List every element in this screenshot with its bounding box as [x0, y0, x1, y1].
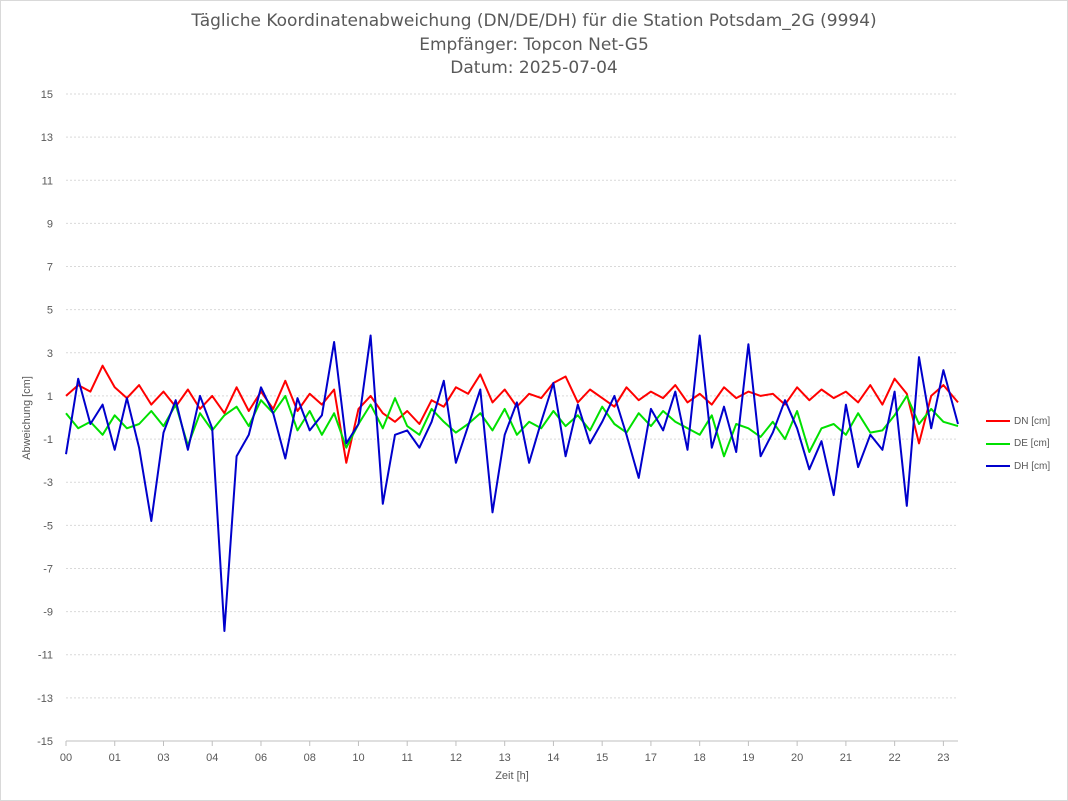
series-lines: [65, 334, 959, 632]
chart-legend: DN [cm] DE [cm] DH [cm]: [986, 410, 1050, 478]
x-tick-label: 22: [889, 752, 901, 764]
y-tick-label: -9: [43, 607, 53, 619]
x-tick-label: 20: [791, 752, 803, 764]
legend-item-dh: DH [cm]: [986, 455, 1050, 478]
legend-swatch: [986, 465, 1010, 468]
y-tick-label: -11: [38, 650, 53, 662]
y-tick-label: 5: [47, 305, 53, 317]
gridlines: [66, 93, 958, 742]
x-tick-label: 17: [645, 752, 657, 764]
x-tick-label: 10: [352, 752, 364, 764]
y-tick-label: -1: [43, 434, 53, 446]
x-tick-label: 14: [547, 752, 559, 764]
y-tick-label: -3: [43, 477, 53, 489]
y-tick-label: 3: [47, 348, 53, 360]
x-tick-label: 12: [450, 752, 462, 764]
x-tick-label: 23: [937, 752, 949, 764]
series-line-dh: [65, 334, 959, 632]
x-tick-label: 00: [60, 752, 72, 764]
x-tick-label: 19: [742, 752, 754, 764]
x-tick-label: 08: [304, 752, 316, 764]
x-tick-label: 01: [109, 752, 121, 764]
x-tick-label: 06: [255, 752, 267, 764]
series-line-dn: [65, 364, 959, 464]
y-tick-label: 15: [41, 89, 53, 101]
x-axis-ticks: 00 01 03 04 06 08 10 11 12 13 14 15 17 18 19 20 21 22 23: [60, 740, 958, 764]
legend-item-dn: DN [cm]: [986, 410, 1050, 433]
series-line-de: [65, 394, 959, 458]
y-tick-label: 9: [47, 218, 53, 230]
x-tick-label: 18: [694, 752, 706, 764]
y-tick-label: -15: [37, 736, 53, 748]
legend-item-de: DE [cm]: [986, 433, 1050, 456]
legend-swatch: [986, 442, 1010, 445]
legend-label: DN [cm]: [1014, 415, 1051, 427]
y-axis-ticks: 15 13 11 9 7 5 3 1 -1 -3 -5 -7 -9 -11 -13 -15: [37, 89, 53, 748]
y-tick-label: 11: [42, 175, 53, 187]
chart-title: Tägliche Koordinatenabweichung (DN/DE/DH…: [191, 11, 877, 31]
x-tick-label: 15: [596, 752, 608, 764]
y-axis-title: Abweichung [cm]: [21, 376, 33, 460]
y-tick-label: -5: [43, 520, 53, 532]
legend-label: DE [cm]: [1014, 438, 1050, 450]
y-tick-label: -7: [43, 563, 53, 575]
legend-swatch: [986, 420, 1010, 423]
x-tick-label: 03: [157, 752, 169, 764]
y-tick-label: 13: [41, 132, 53, 144]
x-axis-title: Zeit [h]: [495, 770, 529, 782]
x-tick-label: 13: [499, 752, 511, 764]
x-tick-label: 04: [206, 752, 218, 764]
x-tick-label: 21: [840, 752, 852, 764]
y-tick-label: -13: [37, 693, 53, 705]
y-tick-label: 1: [47, 391, 53, 403]
legend-label: DH [cm]: [1014, 460, 1051, 472]
chart-subtitle-date: Datum: 2025-07-04: [450, 58, 618, 78]
y-tick-label: 7: [47, 262, 53, 274]
chart-subtitle-receiver: Empfänger: Topcon Net-G5: [419, 35, 649, 55]
x-tick-label: 11: [401, 752, 412, 764]
